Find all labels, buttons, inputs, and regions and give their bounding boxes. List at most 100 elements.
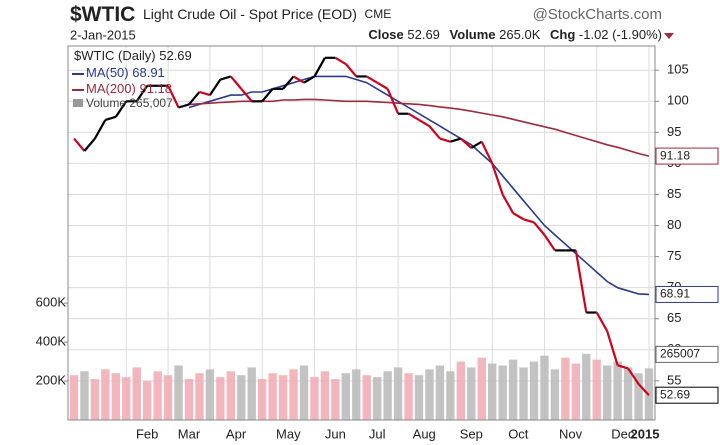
close-value: 52.69 bbox=[407, 27, 440, 42]
legend-value: 52.69 bbox=[159, 48, 192, 63]
volume-bar bbox=[373, 377, 382, 420]
volume-bar bbox=[550, 369, 560, 420]
volume-tick-label: 400K bbox=[36, 334, 67, 349]
volume-bar bbox=[299, 365, 309, 420]
volume-bar bbox=[268, 373, 277, 420]
volume-bar bbox=[540, 355, 549, 420]
volume-bar bbox=[352, 369, 361, 420]
x-tick-label: Apr bbox=[226, 426, 247, 441]
legend-value: 265,007 bbox=[129, 96, 173, 110]
volume-bar bbox=[393, 367, 403, 420]
volume-bar bbox=[508, 359, 518, 420]
legend-price: $WTIC (Daily) 52.69 bbox=[74, 48, 192, 63]
ma-line bbox=[188, 98, 650, 157]
volume-bar bbox=[362, 375, 371, 420]
price-segment bbox=[282, 75, 295, 90]
y-tick-label: 100 bbox=[667, 93, 689, 108]
price-segment bbox=[188, 91, 201, 106]
down-arrow bbox=[664, 33, 674, 39]
volume-bar bbox=[446, 371, 455, 420]
volume-bar bbox=[634, 373, 643, 420]
volume-bar bbox=[258, 379, 267, 420]
price-segment bbox=[480, 141, 494, 164]
volume-bar bbox=[122, 377, 131, 420]
price-segment bbox=[574, 250, 588, 313]
price-segment bbox=[617, 364, 629, 370]
price-segment bbox=[450, 137, 462, 143]
y-tick-label: 55 bbox=[667, 372, 681, 387]
volume-bar bbox=[310, 377, 319, 420]
legend-name: Volume bbox=[86, 96, 126, 110]
price-segment bbox=[407, 112, 420, 121]
source: @StockCharts.com bbox=[533, 6, 662, 23]
price-segment bbox=[93, 119, 107, 140]
change-value: -1.02 (-1.90%) bbox=[579, 27, 662, 42]
price-segment bbox=[491, 163, 504, 195]
price-segment bbox=[83, 137, 96, 152]
price-segment bbox=[439, 137, 451, 143]
price-segment bbox=[313, 57, 326, 77]
y-tick-label: 65 bbox=[667, 310, 681, 325]
price-segment bbox=[523, 218, 535, 224]
volume-bar bbox=[435, 365, 445, 420]
change-label: Chg bbox=[550, 27, 575, 42]
legend-ma50: MA(50) 68.91 bbox=[86, 65, 165, 80]
y-tick-label: 105 bbox=[667, 62, 689, 77]
volume-bar bbox=[561, 357, 570, 420]
volume-bar bbox=[592, 359, 601, 420]
volume-bar bbox=[90, 379, 100, 420]
price-segment bbox=[386, 88, 400, 115]
volume-bar bbox=[195, 373, 204, 420]
volume-bar bbox=[101, 369, 110, 420]
volume-bar bbox=[456, 361, 465, 420]
x-tick-label: Feb bbox=[136, 426, 158, 441]
plot-border bbox=[67, 45, 656, 421]
price-segment bbox=[376, 81, 389, 90]
price-badge bbox=[655, 386, 719, 404]
volume-bar bbox=[529, 361, 539, 420]
volume-value: 265.0K bbox=[499, 27, 541, 42]
volume-bar bbox=[603, 365, 612, 420]
volume-bar bbox=[467, 367, 476, 420]
legend-ma200: MA(200) 91.18 bbox=[86, 81, 172, 96]
price-segment bbox=[512, 212, 525, 221]
symbol: $WTIC bbox=[70, 3, 135, 26]
volume-bar bbox=[582, 353, 591, 420]
volume-bar bbox=[205, 369, 215, 420]
header-stats: Close 52.69 Volume 265.0K Chg -1.02 (-1.… bbox=[368, 27, 662, 42]
volume-bar bbox=[613, 361, 622, 420]
volume-bar bbox=[226, 371, 235, 420]
volume-bar bbox=[153, 371, 162, 420]
price-segment bbox=[135, 85, 149, 102]
ma200-badge-label: 91.18 bbox=[660, 148, 690, 162]
price-segment bbox=[167, 85, 180, 108]
y-tick-label: 75 bbox=[667, 248, 681, 263]
x-tick-label: Sep bbox=[460, 426, 483, 441]
header-title: $WTIC Light Crude Oil - Spot Price (EOD)… bbox=[70, 3, 391, 26]
legend-name: MA(200) bbox=[86, 81, 136, 96]
price-segment bbox=[533, 221, 546, 236]
price-segment bbox=[105, 115, 117, 121]
volume-badge bbox=[655, 345, 719, 363]
legend-name: MA(50) bbox=[86, 65, 129, 80]
price-segment bbox=[418, 118, 431, 128]
volume-bar bbox=[331, 379, 340, 420]
volume-bar bbox=[414, 375, 424, 420]
legend-swatch bbox=[73, 99, 83, 107]
ma200-badge bbox=[655, 147, 719, 165]
price-segment bbox=[303, 75, 316, 84]
volume-bar bbox=[184, 379, 194, 420]
volume-bar bbox=[488, 363, 497, 420]
volume-tick-label: 600K bbox=[36, 295, 67, 310]
price-segment bbox=[114, 100, 128, 118]
volume-bar bbox=[111, 373, 120, 420]
volume-label: Volume bbox=[450, 27, 496, 42]
legend-value: 91.18 bbox=[139, 81, 172, 96]
price-segment bbox=[501, 193, 515, 214]
volume-bar bbox=[132, 367, 141, 420]
y-tick-label: 80 bbox=[667, 217, 681, 232]
x-tick-label: Nov bbox=[559, 426, 583, 441]
price-segment bbox=[208, 78, 222, 96]
date: 2-Jan-2015 bbox=[70, 27, 136, 42]
price-segment bbox=[595, 311, 609, 332]
